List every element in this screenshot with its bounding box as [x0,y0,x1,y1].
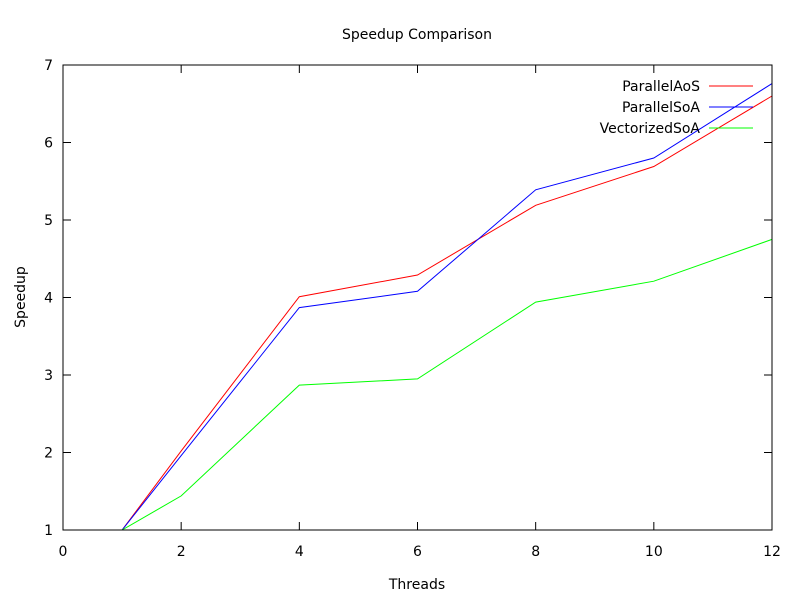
x-axis-label: Threads [388,577,445,593]
y-tick-label: 5 [44,213,53,229]
series-line-parallelsoa [121,83,773,531]
x-tick-label: 6 [413,544,422,560]
y-tick-label: 3 [44,368,53,384]
legend: ParallelAoS ParallelSoA VectorizedSoA [600,79,753,137]
x-tick-label: 12 [763,544,781,560]
y-axis-label: Speedup [13,266,29,328]
y-tick-label: 2 [44,446,53,462]
legend-label: VectorizedSoA [600,121,701,137]
x-tick-label: 0 [59,544,68,560]
x-tick-label: 8 [531,544,540,560]
legend-label: ParallelAoS [622,79,700,95]
y-tick-label: 6 [44,136,53,152]
legend-label: ParallelSoA [622,100,700,116]
x-tick-label: 2 [177,544,186,560]
x-tick-label: 10 [645,544,663,560]
series-layer [121,83,773,531]
series-line-vectorizedsoa [121,238,773,531]
plot-frame [62,64,773,531]
y-tick-label: 1 [44,523,53,539]
y-tick-label: 4 [44,291,53,307]
series-line-parallelaos [121,95,773,531]
y-tick-label: 7 [44,58,53,74]
chart-title: Speedup Comparison [342,27,492,43]
x-tick-label: 4 [295,544,304,560]
